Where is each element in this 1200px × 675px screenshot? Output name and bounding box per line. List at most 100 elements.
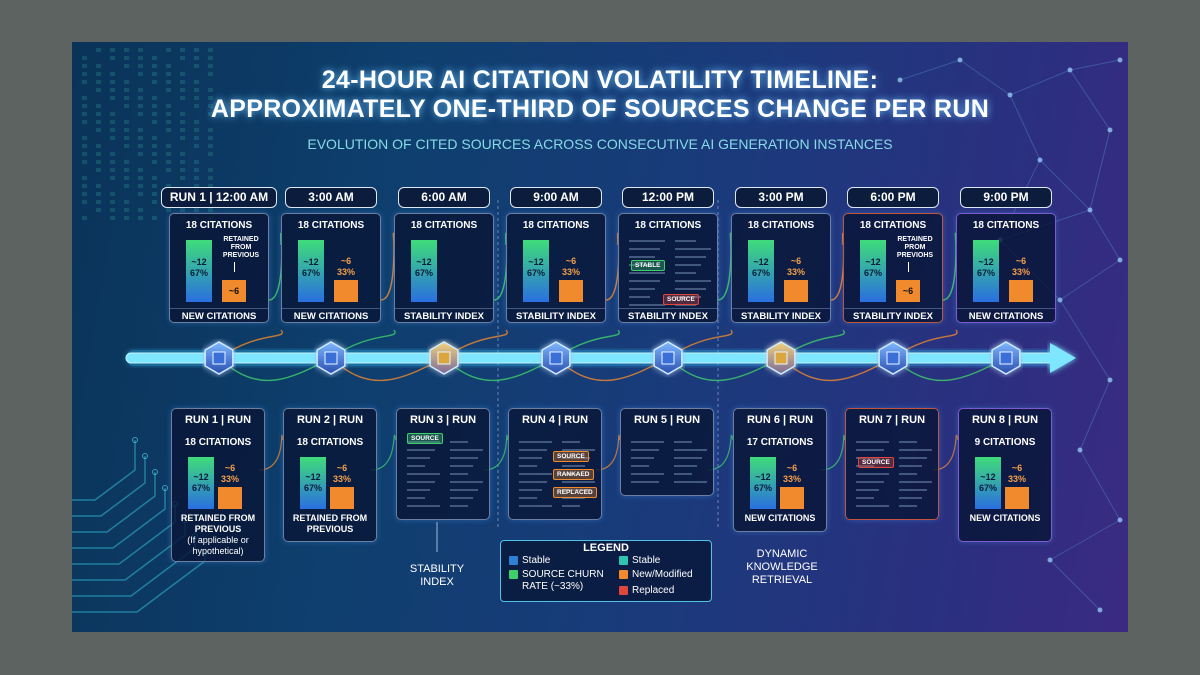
binary-glyph <box>166 112 171 116</box>
text-line <box>675 256 706 258</box>
binary-glyph <box>208 128 213 132</box>
binary-glyph <box>124 64 129 68</box>
card: 18 CITATIONS ~12 67% STABILITY INDEX <box>394 213 494 323</box>
text-line <box>856 481 884 483</box>
text-line <box>519 473 552 475</box>
binary-glyph <box>96 120 101 124</box>
circuit-line <box>72 472 156 533</box>
binary-glyph <box>82 56 87 60</box>
text-line <box>519 457 542 459</box>
binary-glyph <box>110 208 115 212</box>
text-line <box>674 457 702 459</box>
node-cube <box>999 351 1013 365</box>
binary-glyph <box>138 104 143 108</box>
network-node <box>1107 127 1113 133</box>
time-label: 9:00 AM <box>510 187 602 208</box>
card-footer: NEW CITATIONS <box>170 308 268 322</box>
text-line <box>899 505 917 507</box>
connector <box>717 232 732 301</box>
card-title: RUN 5 | RUN <box>633 414 701 426</box>
text-line <box>899 481 932 483</box>
binary-glyph <box>180 112 185 116</box>
new-bar <box>1009 280 1033 302</box>
text-line <box>562 489 590 491</box>
card-footer: STABILITY INDEX <box>844 308 942 322</box>
text-line <box>675 296 701 298</box>
node-cube <box>661 351 675 365</box>
binary-glyph <box>166 152 171 156</box>
binary-glyph <box>194 96 199 100</box>
binary-glyph <box>96 184 101 188</box>
binary-glyph <box>166 144 171 148</box>
new-bar: ~6 <box>896 280 920 302</box>
connector <box>258 434 284 471</box>
bar-label: ~12 <box>865 257 881 268</box>
bar-label: 67% <box>191 482 210 493</box>
card: 18 CITATIONS STABLE SOURCE STABILITY INDEX <box>618 213 718 323</box>
text-line <box>629 272 665 274</box>
binary-glyph <box>138 208 143 212</box>
binary-glyph <box>124 136 129 140</box>
network-line <box>1089 129 1111 211</box>
binary-glyph <box>96 168 101 172</box>
binary-glyph <box>152 200 157 204</box>
binary-glyph <box>82 200 87 204</box>
connector <box>830 232 845 301</box>
network-line <box>899 59 961 81</box>
text-line <box>629 296 650 298</box>
binary-glyph <box>166 104 171 108</box>
bar-label: ~12 <box>191 257 207 268</box>
note: RETAINED PROM PREVIOHS <box>896 236 934 259</box>
annotation: DYNAMIC KNOWLEDGE RETRIEVAL <box>746 548 818 586</box>
binary-glyph <box>138 144 143 148</box>
text-line <box>562 497 585 499</box>
bar-label: ~6 <box>902 286 914 296</box>
text-line <box>899 457 927 459</box>
stable-bar: ~12 67% <box>411 240 437 302</box>
stable-bar: ~12 67% <box>523 240 549 302</box>
binary-glyph <box>82 96 87 100</box>
text-line <box>899 473 917 475</box>
binary-glyph <box>166 72 171 76</box>
binary-glyph <box>208 208 213 212</box>
bar-label: ~12 <box>193 471 209 482</box>
text-line <box>856 465 874 467</box>
text-line <box>674 441 692 443</box>
card-citations: 18 CITATIONS <box>296 437 364 448</box>
binary-glyph <box>194 136 199 140</box>
binary-glyph <box>180 168 185 172</box>
binary-glyph <box>152 216 157 220</box>
binary-glyph <box>166 128 171 132</box>
text-line <box>631 457 654 459</box>
binary-glyph <box>138 184 143 188</box>
binary-glyph <box>96 80 101 84</box>
binary-glyph <box>82 152 87 156</box>
stable-bar: ~12 67% <box>975 457 1001 509</box>
annotation: STABILITY INDEX <box>409 563 465 588</box>
binary-glyph <box>82 160 87 164</box>
card-footer: STABILITY INDEX <box>507 308 605 322</box>
binary-glyph <box>152 56 157 60</box>
text-line <box>674 465 697 467</box>
binary-glyph <box>152 104 157 108</box>
binary-glyph <box>124 104 129 108</box>
card-title: RUN 4 | RUN <box>521 414 589 426</box>
bar-label: ~12 <box>980 471 996 482</box>
card: 18 CITATIONS ~12 67% ~6 RETAINED PROM PREVIO… <box>843 213 943 323</box>
binary-glyph <box>124 160 129 164</box>
network-node <box>1007 92 1013 98</box>
binary-glyph <box>166 160 171 164</box>
time-label: 3:00 PM <box>735 187 827 208</box>
binary-glyph <box>152 144 157 148</box>
node-cube <box>212 351 226 365</box>
binary-glyph <box>180 128 185 132</box>
new-label: ~6 <box>786 463 798 473</box>
text-line <box>450 505 468 507</box>
binary-glyph <box>124 176 129 180</box>
node-cube <box>437 351 451 365</box>
time-label: 12:00 PM <box>622 187 714 208</box>
card-citations: 17 CITATIONS <box>746 437 814 448</box>
card-citations: 18 CITATIONS <box>297 220 365 231</box>
bar-label: 67% <box>301 268 320 279</box>
connector <box>820 434 846 471</box>
